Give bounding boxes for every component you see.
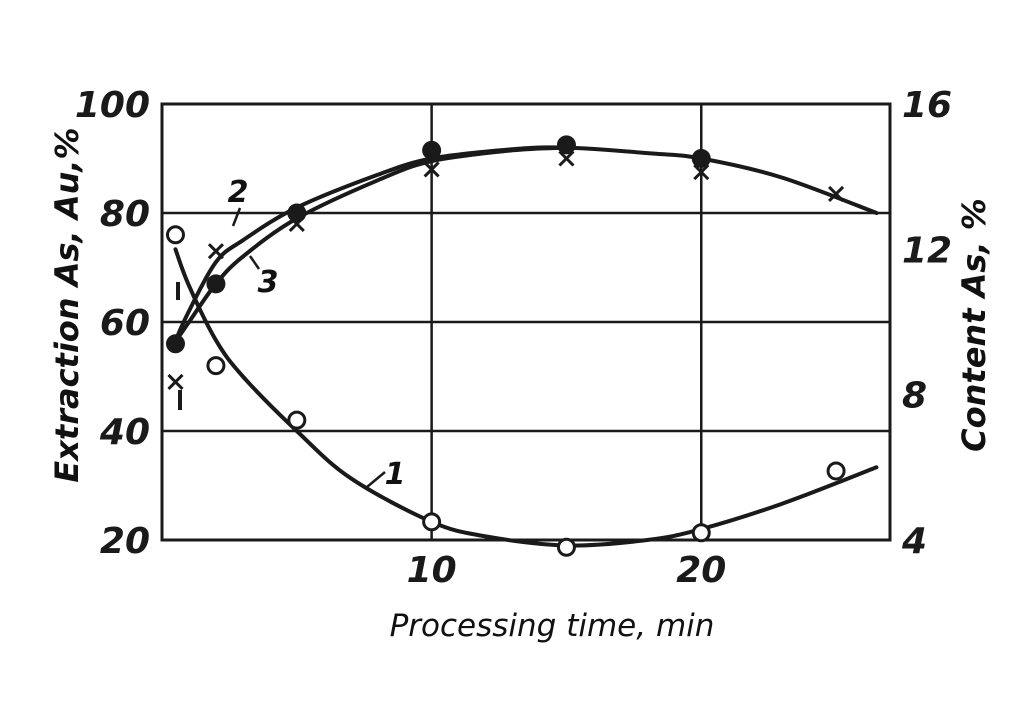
axis-labels: Extraction As, Au,% Content As, % Proces… (48, 127, 993, 644)
y-tick-label-left: 20 (100, 521, 150, 562)
y-axis-label-left: Extraction As, Au,% (48, 127, 86, 482)
data-point-series-2 (693, 164, 710, 181)
data-point-series-1 (556, 537, 576, 557)
curve-label-1: 1 (385, 457, 406, 492)
series-line-1 (173, 247, 879, 548)
y-tick-label-right: 8 (902, 376, 927, 417)
series-line-2 (172, 145, 879, 346)
x-axis-label: Processing time, min (390, 608, 715, 644)
y-tick-label-left: 60 (100, 303, 150, 344)
y-tick-label-left: 80 (100, 194, 150, 235)
data-point-series-1 (206, 356, 226, 376)
data-point-series-3 (206, 274, 226, 294)
data-point-series-1 (287, 410, 307, 430)
y-tick-label-right: 16 (902, 85, 952, 126)
data-point-series-3 (422, 140, 442, 160)
curve-label-2: 2 (228, 175, 249, 210)
data-point-series-1 (691, 523, 711, 543)
data-point-series-3 (287, 203, 307, 223)
x-tick-label: 10 (407, 550, 457, 591)
markers (165, 135, 846, 557)
data-point-series-2 (167, 373, 184, 391)
data-point-series-2 (207, 243, 224, 260)
data-point-series-2 (558, 150, 575, 167)
y-axis-label-right: Content As, % (955, 198, 993, 452)
y-tick-label-right: 4 (901, 521, 927, 562)
curve-label-leader (366, 471, 386, 488)
curve-label-leader (231, 207, 242, 227)
curve-label-leader (248, 255, 261, 270)
data-point-series-1 (165, 225, 185, 245)
grid (160, 102, 892, 542)
curves (172, 145, 879, 548)
data-point-series-2 (423, 161, 440, 178)
data-point-series-2 (828, 185, 845, 202)
data-point-series-1 (422, 512, 442, 532)
y-tick-label-left: 40 (99, 412, 150, 453)
x-tick-label: 20 (676, 550, 726, 591)
data-point-series-1 (826, 461, 846, 481)
curve-labels: 1 2 3 (228, 175, 406, 492)
y-tick-label-left: 100 (75, 85, 150, 126)
data-point-series-3 (165, 334, 185, 354)
curve-label-3: 3 (258, 265, 279, 300)
y-tick-label-right: 12 (902, 230, 952, 271)
data-point-series-3 (556, 135, 576, 155)
data-point-series-3 (691, 149, 711, 168)
